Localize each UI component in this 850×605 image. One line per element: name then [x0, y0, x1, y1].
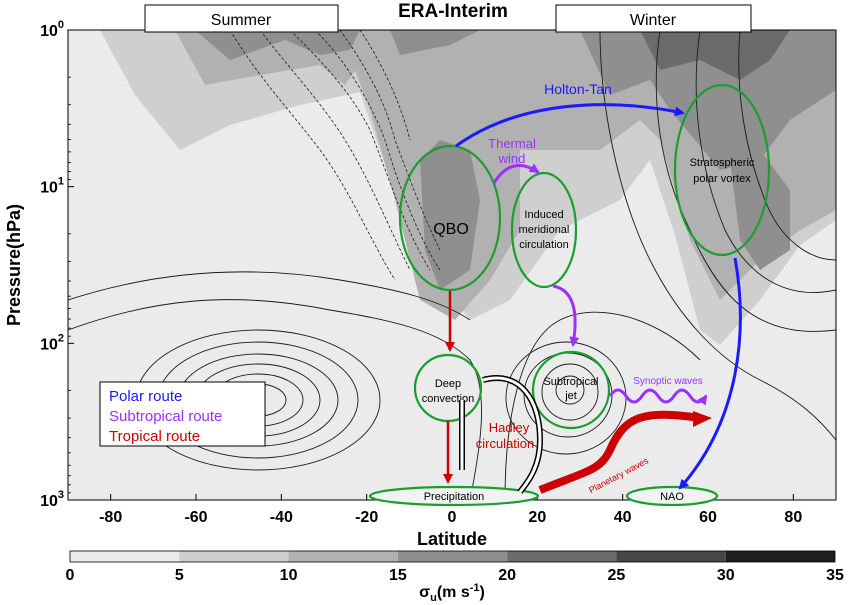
thermal-label-2: wind [498, 151, 526, 166]
legend: Polar route Subtropical route Tropical r… [99, 381, 266, 447]
summer-box [144, 4, 339, 33]
synoptic-label: Synoptic waves [633, 376, 702, 387]
colorbar-tick-label: 15 [389, 567, 407, 584]
deep-label-1: Deep [435, 378, 461, 390]
colorbar-frame [69, 550, 836, 563]
colorbar-tick-label: 20 [498, 567, 516, 584]
imc-label-2: meridional [519, 224, 570, 236]
chart-title: ERA-Interim [398, 1, 508, 22]
precip-label: Precipitation [424, 491, 485, 503]
colorbar-tick-label: 25 [608, 567, 626, 584]
y-tick-label: 101 [40, 176, 64, 197]
y-axis-label: Pressure(hPa) [4, 204, 24, 326]
spv-label-2: polar vortex [693, 173, 751, 185]
spv-label-1: Stratospheric [690, 157, 755, 169]
x-tick-label: 60 [699, 509, 717, 526]
legend-polar: Polar route [109, 388, 182, 405]
holton-tan-arrow [455, 103, 685, 148]
y-ticks: 100 101 102 103 [40, 19, 74, 510]
colorbar-label: σu(m s-1) [419, 582, 485, 604]
x-tick-label: -20 [355, 509, 378, 526]
jet-label-1: Subtropical [543, 376, 598, 388]
legend-tropical: Tropical route [109, 428, 200, 445]
colorbar-tick-label: 5 [175, 567, 184, 584]
x-tick-label: -80 [99, 509, 122, 526]
precip-node [368, 485, 540, 507]
summer-label: Summer [211, 12, 272, 29]
hadley-arrow-inner [482, 376, 542, 493]
imc-node [510, 171, 578, 289]
colorbar-swatch [725, 551, 835, 562]
colorbar-swatch [179, 551, 289, 562]
thermal-wind-arrow [492, 163, 540, 184]
colorbar-tick-label: 30 [717, 567, 735, 584]
colorbar-tick-label: 10 [280, 567, 298, 584]
route-arrows [443, 103, 742, 494]
synoptic-wave-arrow [608, 388, 708, 406]
nao-node [625, 485, 719, 507]
colorbar: 0 5 10 15 20 25 30 35 [66, 550, 844, 584]
imc-jet-arrow [552, 284, 580, 347]
imc-label-1: Induced [524, 209, 563, 221]
jet-label-2: jet [564, 390, 577, 402]
colorbar-tick-label: 35 [826, 567, 844, 584]
node-ellipses [368, 83, 771, 507]
x-tick-label: -40 [270, 509, 293, 526]
x-ticks: -80 -60 -40 -20 0 20 40 60 80 [99, 494, 802, 526]
planetary-wave-head [693, 411, 712, 427]
x-axis-label: Latitude [417, 529, 487, 549]
winter-box [555, 4, 752, 33]
qbo-label: QBO [433, 221, 469, 238]
x-tick-label: 80 [784, 509, 802, 526]
dashed-contours [229, 30, 441, 281]
colorbar-swatch [507, 551, 617, 562]
y-tick-label: 103 [40, 489, 64, 510]
thermal-label-1: Thermal [488, 136, 536, 151]
qbo-node [398, 144, 502, 292]
spv-node [673, 83, 771, 257]
colorbar-swatch [397, 551, 508, 562]
hadley-label-1: Hadley [489, 420, 530, 435]
colorbar-tick-label: 0 [66, 567, 75, 584]
legend-box [99, 381, 266, 447]
x-tick-label: 40 [614, 509, 632, 526]
x-tick-label: -60 [184, 509, 207, 526]
y-tick-label: 102 [40, 332, 64, 353]
deep-label-2: convection [422, 393, 475, 405]
colorbar-swatch [288, 551, 398, 562]
spv-nao-arrow [678, 257, 742, 490]
planetary-wave-band [538, 410, 701, 494]
holton-tan-label: Holton-Tan [544, 81, 612, 97]
y-tick-label: 100 [40, 19, 64, 40]
winter-label: Winter [630, 12, 677, 29]
colorbar-swatch [616, 551, 726, 562]
legend-subtropical: Subtropical route [109, 408, 222, 425]
imc-label-3: circulation [519, 239, 569, 251]
colorbar-swatch [70, 551, 180, 562]
nao-label: NAO [660, 491, 684, 503]
x-tick-label: 20 [528, 509, 546, 526]
hadley-label-2: circulation [476, 436, 535, 451]
jet-node [531, 350, 611, 430]
x-tick-label: 0 [448, 509, 457, 526]
